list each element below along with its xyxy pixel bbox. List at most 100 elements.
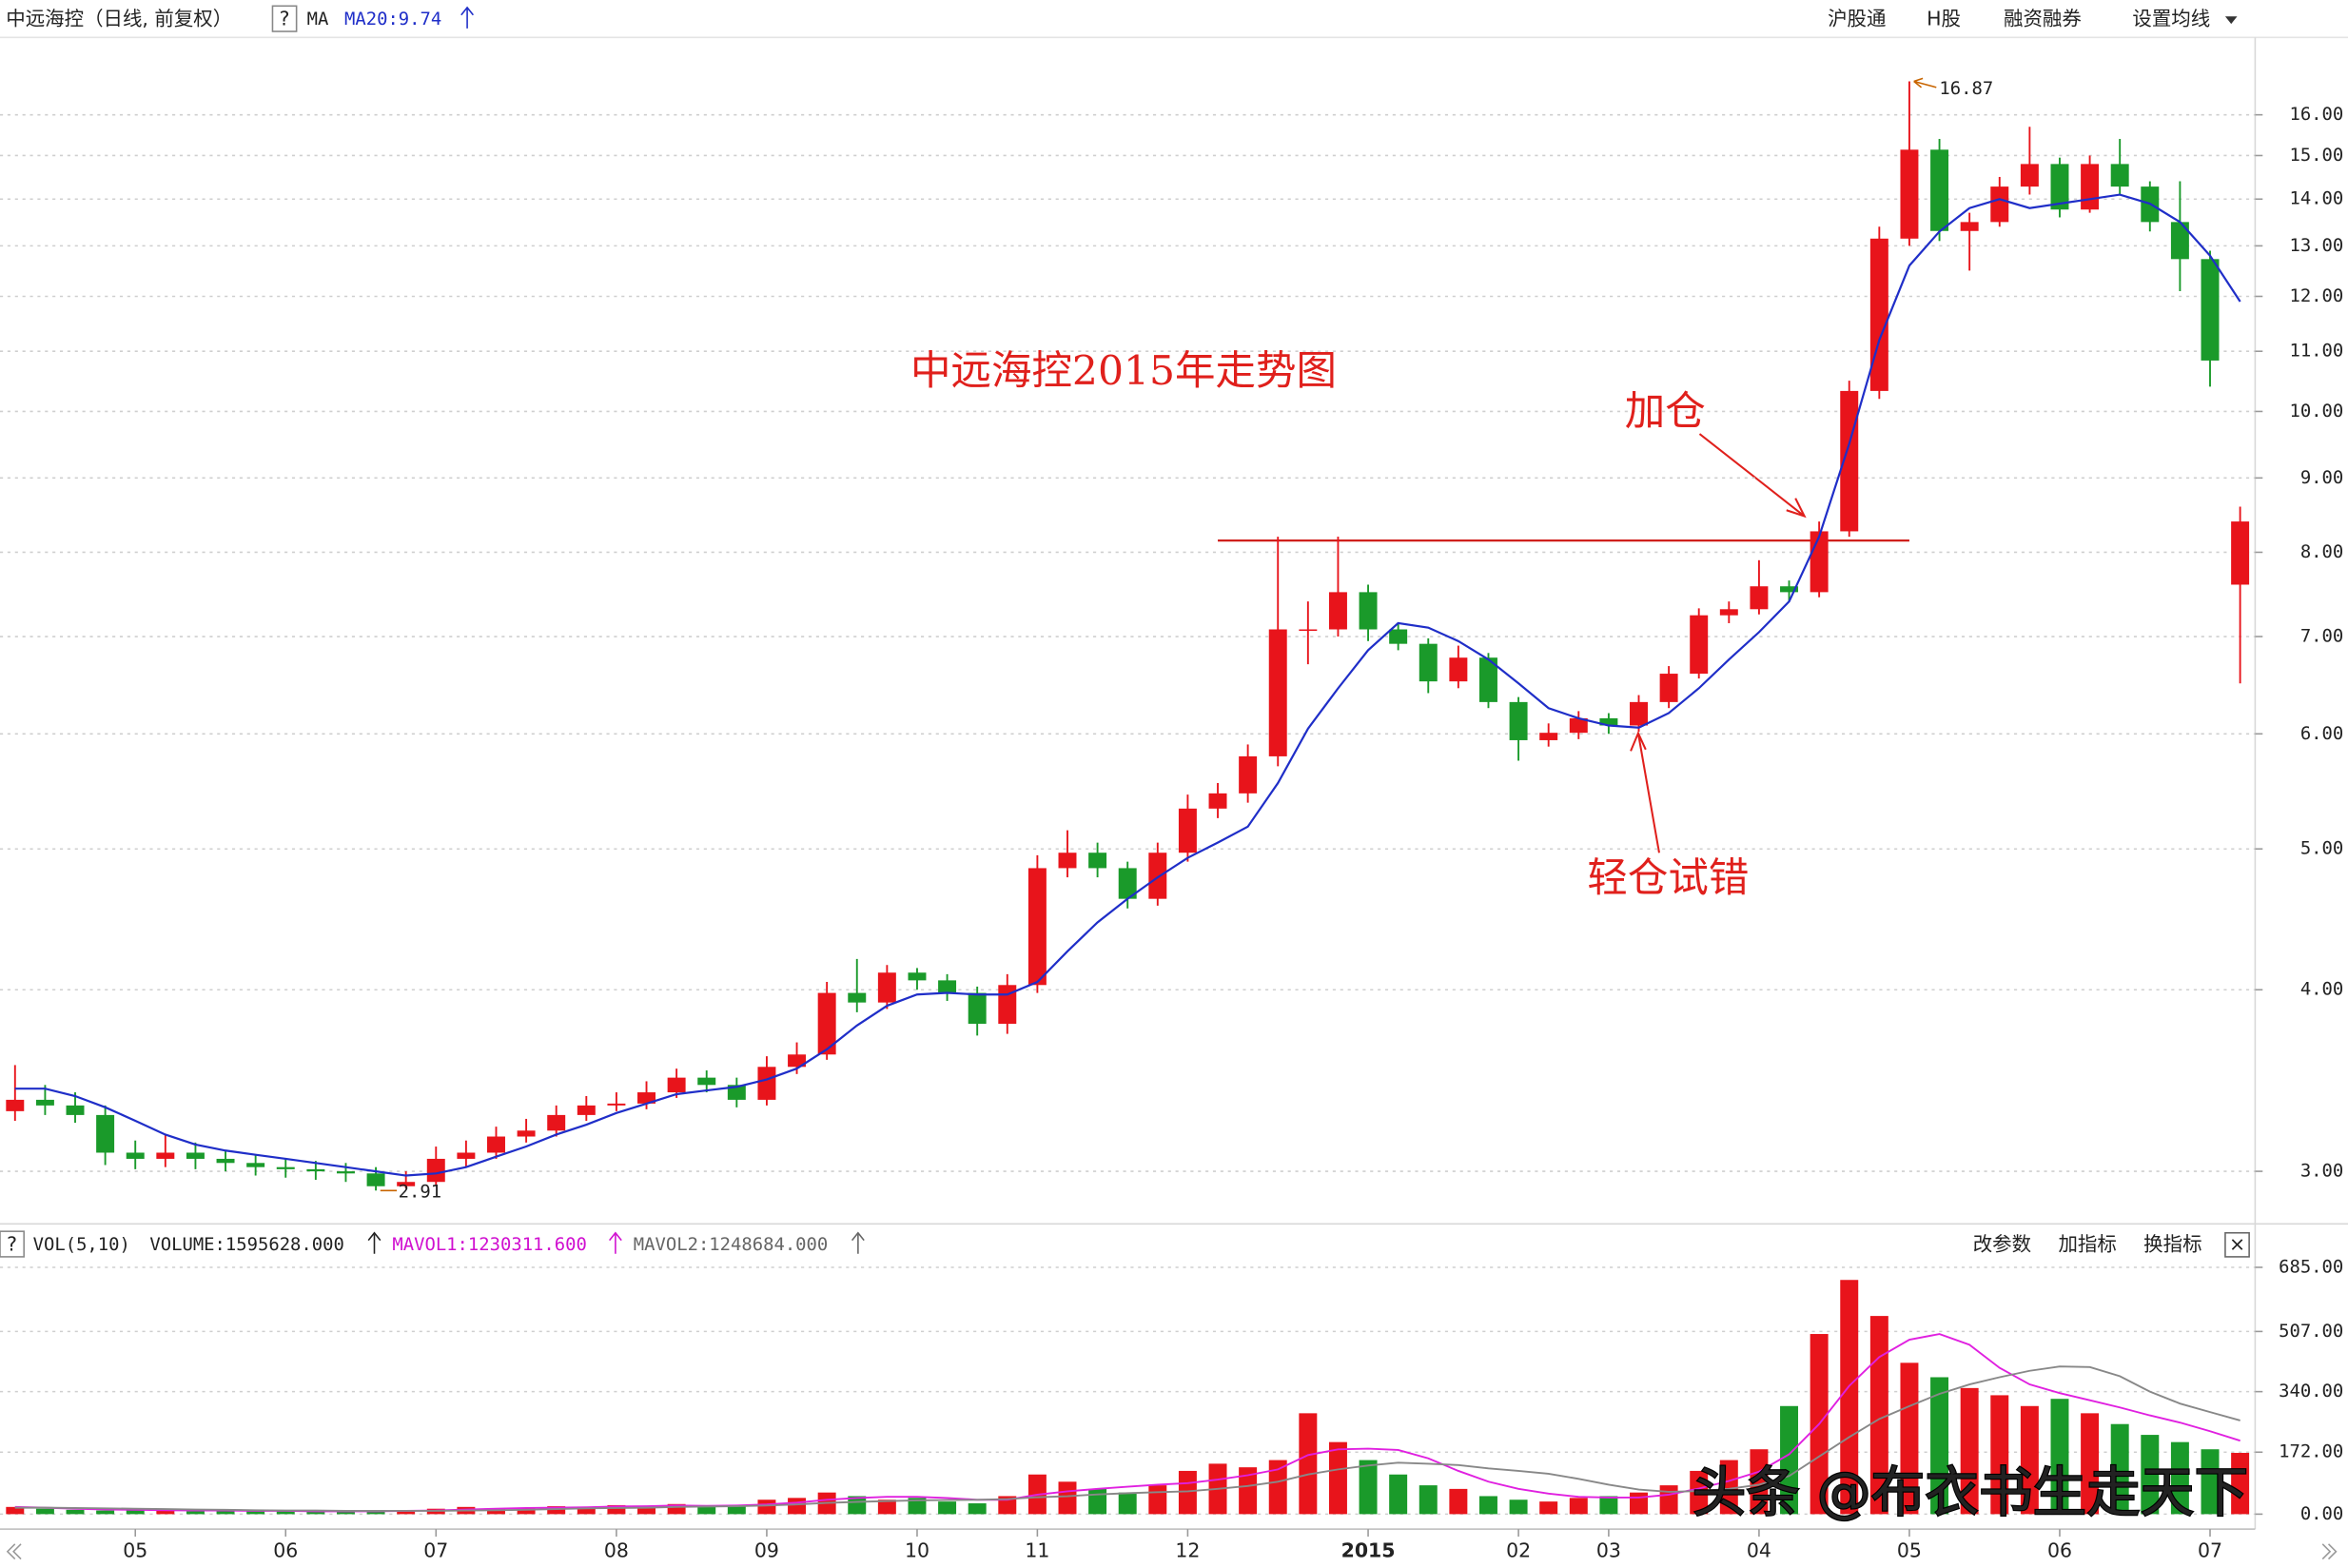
volume-bar <box>1599 1496 1618 1515</box>
candle-body <box>1990 186 2009 223</box>
x-tick-label: 2015 <box>1341 1539 1396 1562</box>
volume-bar <box>1750 1449 1769 1515</box>
candle-body <box>1208 793 1227 809</box>
volume-bar <box>397 1510 416 1515</box>
scroll-right[interactable] <box>2321 1543 2338 1560</box>
x-tick-label: 09 <box>754 1539 779 1562</box>
volume-bar <box>788 1498 807 1515</box>
volume-bar <box>66 1509 85 1515</box>
menu-item[interactable]: 融资融券 <box>2004 7 2082 29</box>
y-tick-label: 340.00 <box>2279 1381 2343 1401</box>
annotation: 轻仓试错 <box>1587 855 1749 902</box>
volume-bar <box>487 1508 505 1515</box>
candle-body <box>397 1182 416 1186</box>
candle-body <box>1780 586 1799 593</box>
x-tick-label: 05 <box>1897 1539 1922 1562</box>
candle-body <box>156 1152 175 1159</box>
stock-title: 中远海控（日线, 前复权） <box>6 7 232 29</box>
close-box[interactable] <box>2224 1231 2250 1258</box>
volume-bar <box>1118 1492 1137 1515</box>
volume-bar <box>2050 1399 2069 1515</box>
candle-body <box>2170 222 2189 260</box>
volume-bar <box>126 1509 145 1515</box>
mavol1-value: MAVOL1:1230311.600 <box>392 1234 586 1255</box>
y-tick-label: 0.00 <box>2300 1503 2343 1524</box>
candle-body <box>877 972 896 1003</box>
menu-item[interactable]: H股 <box>1927 7 1961 29</box>
menu-item[interactable]: 沪股通 <box>1828 7 1886 29</box>
help-box[interactable] <box>271 5 298 32</box>
candle-body <box>1719 609 1738 616</box>
y-tick-label: 507.00 <box>2279 1321 2343 1342</box>
x-tick-label: 10 <box>905 1539 929 1562</box>
candle-body <box>848 992 867 1003</box>
candle-body <box>1539 733 1558 740</box>
candle-body <box>186 1152 205 1159</box>
volume-bar <box>697 1506 716 1515</box>
volume-bar <box>2201 1449 2220 1515</box>
candle-body <box>6 1099 25 1111</box>
ma-line <box>14 193 2241 1177</box>
candle-body <box>517 1130 536 1137</box>
candle-body <box>306 1168 325 1172</box>
up-arrow <box>367 1231 382 1254</box>
candle-body <box>2231 521 2250 585</box>
candle-body <box>1118 868 1137 899</box>
volume-bar <box>156 1510 175 1515</box>
candle-body <box>246 1163 265 1167</box>
candle-body <box>1239 755 1258 794</box>
volume-bar <box>938 1501 957 1515</box>
candle-body <box>2050 164 2069 210</box>
candle-body <box>1569 717 1588 734</box>
candle-body <box>1900 149 1919 239</box>
volume-bar <box>637 1506 656 1515</box>
volume-bar <box>2231 1453 2250 1515</box>
vol-name: VOL(5,10) <box>33 1234 130 1255</box>
y-tick-label: 12.00 <box>2289 285 2343 306</box>
mavol2-value: MAVOL2:1248684.000 <box>634 1234 828 1255</box>
candle-body <box>1328 592 1347 630</box>
x-tick-label: 07 <box>423 1539 448 1562</box>
volume-bar <box>1148 1485 1167 1515</box>
volume-bar <box>1509 1499 1528 1515</box>
candle-body <box>1690 615 1709 675</box>
volume-bar <box>1268 1460 1287 1515</box>
candle-body <box>1027 868 1047 986</box>
min-label: 2.91 <box>399 1181 441 1202</box>
menu-item[interactable]: 设置均线 <box>2132 7 2210 29</box>
candle-body <box>336 1171 355 1174</box>
candle-body <box>1659 674 1678 702</box>
annotation: 加仓 <box>1625 389 1706 436</box>
y-tick-label: 13.00 <box>2289 235 2343 256</box>
menu-item[interactable]: 改参数 <box>1973 1232 2031 1255</box>
help[interactable]: ? <box>7 1232 17 1255</box>
y-tick-label: 16.00 <box>2289 104 2343 125</box>
y-tick-label: 8.00 <box>2300 541 2343 562</box>
scroll-left[interactable] <box>6 1543 22 1560</box>
mavol-line <box>14 1365 2240 1512</box>
menu-item[interactable]: 换指标 <box>2143 1232 2201 1255</box>
candle-body <box>276 1166 295 1169</box>
up-arrow <box>608 1231 622 1254</box>
volume-bar <box>1239 1467 1258 1515</box>
candle-body <box>366 1173 385 1186</box>
volume-bar <box>2081 1413 2100 1515</box>
y-tick-label: 9.00 <box>2300 467 2343 488</box>
candle-body <box>908 972 927 981</box>
ma-label: MA <box>307 9 329 29</box>
menu-item[interactable]: 加指标 <box>2058 1232 2116 1255</box>
help[interactable]: ? <box>280 7 290 29</box>
candle-body <box>788 1054 807 1068</box>
chart-annotation-title: 中远海控2015年走势图 <box>910 348 1337 395</box>
candle-body <box>968 992 987 1025</box>
y-tick-label: 15.00 <box>2289 145 2343 166</box>
volume-bar <box>1719 1460 1738 1515</box>
volume-bar <box>1960 1387 1979 1515</box>
close-button[interactable]: × <box>2229 1232 2245 1255</box>
volume-bar <box>757 1499 776 1515</box>
help-box[interactable] <box>0 1230 25 1258</box>
max-label: 16.87 <box>1939 78 1993 99</box>
volume-bar <box>968 1503 987 1515</box>
